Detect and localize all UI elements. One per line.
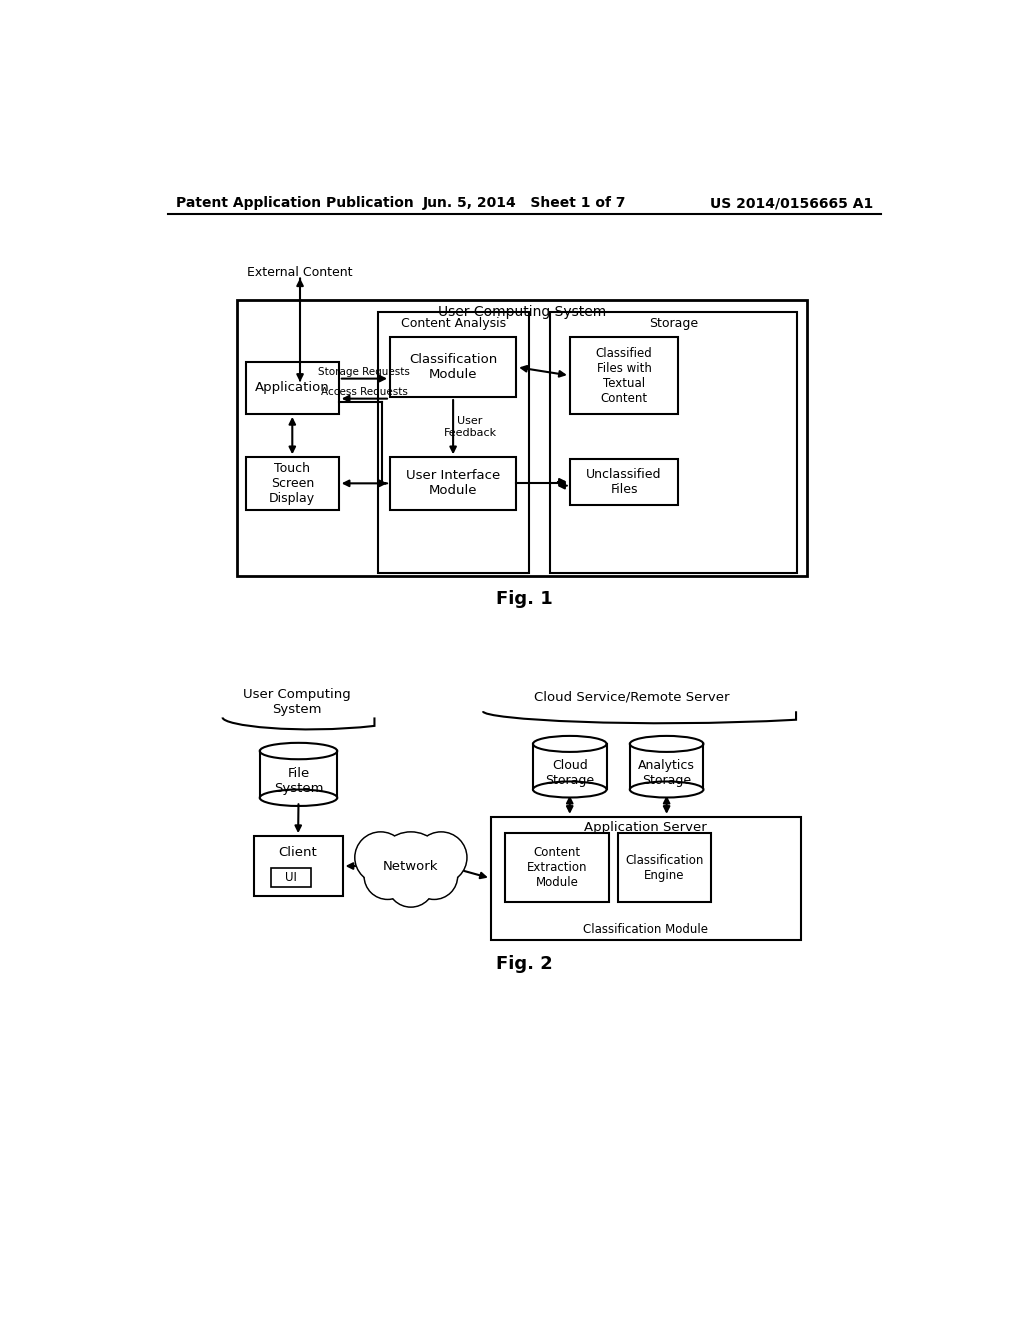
Bar <box>630 744 703 789</box>
Circle shape <box>365 853 411 899</box>
Text: Patent Application Publication: Patent Application Publication <box>176 197 414 210</box>
Bar <box>270 869 311 887</box>
Bar <box>617 833 711 903</box>
Bar <box>569 459 678 506</box>
Bar <box>237 300 807 576</box>
Bar <box>378 313 528 573</box>
Bar <box>390 457 516 510</box>
Circle shape <box>417 833 466 882</box>
Circle shape <box>416 832 467 883</box>
Circle shape <box>412 854 457 898</box>
Text: Cloud Service/Remote Server: Cloud Service/Remote Server <box>534 690 729 704</box>
Text: Client: Client <box>279 846 317 859</box>
Bar <box>490 817 801 940</box>
Text: Storage: Storage <box>649 317 698 330</box>
Bar <box>532 744 606 789</box>
Bar <box>569 337 678 414</box>
Text: User Computing
System: User Computing System <box>243 688 351 715</box>
Ellipse shape <box>260 743 337 759</box>
Text: Touch
Screen
Display: Touch Screen Display <box>269 462 315 504</box>
Text: Jun. 5, 2014   Sheet 1 of 7: Jun. 5, 2014 Sheet 1 of 7 <box>423 197 627 210</box>
Circle shape <box>411 853 458 899</box>
Text: Classification
Module: Classification Module <box>409 352 498 381</box>
Bar <box>254 836 343 896</box>
Text: Fig. 2: Fig. 2 <box>497 954 553 973</box>
Circle shape <box>355 832 407 883</box>
Text: Application: Application <box>255 381 330 395</box>
Circle shape <box>378 833 443 899</box>
Text: Classification
Engine: Classification Engine <box>625 854 703 882</box>
Text: Fig. 1: Fig. 1 <box>497 590 553 607</box>
Text: User
Feedback: User Feedback <box>443 416 497 438</box>
Circle shape <box>356 833 406 882</box>
Circle shape <box>377 832 445 900</box>
Text: User Interface
Module: User Interface Module <box>406 470 501 498</box>
Ellipse shape <box>630 781 703 797</box>
Bar <box>505 833 609 903</box>
Text: Classification Module: Classification Module <box>584 923 709 936</box>
Text: UI: UI <box>285 871 297 884</box>
Text: Analytics
Storage: Analytics Storage <box>638 759 695 787</box>
Text: Classified
Files with
Textual
Content: Classified Files with Textual Content <box>596 347 652 404</box>
Text: Network: Network <box>383 859 438 873</box>
Text: Content
Extraction
Module: Content Extraction Module <box>526 846 587 890</box>
Bar <box>246 362 339 414</box>
Bar <box>390 337 516 397</box>
Bar <box>260 751 337 797</box>
Text: Access Requests: Access Requests <box>321 388 408 397</box>
Ellipse shape <box>532 781 606 797</box>
Text: Storage Requests: Storage Requests <box>318 367 411 378</box>
Text: External Content: External Content <box>248 265 353 279</box>
Text: US 2014/0156665 A1: US 2014/0156665 A1 <box>711 197 873 210</box>
Text: Content Analysis: Content Analysis <box>400 317 506 330</box>
Bar <box>246 457 339 510</box>
Ellipse shape <box>630 737 703 752</box>
Circle shape <box>389 862 433 906</box>
Circle shape <box>366 854 410 898</box>
Ellipse shape <box>532 737 606 752</box>
Text: Application Server: Application Server <box>585 821 708 834</box>
Ellipse shape <box>260 789 337 807</box>
Bar <box>550 313 797 573</box>
Text: User Computing System: User Computing System <box>437 305 606 319</box>
Text: File
System: File System <box>273 767 324 795</box>
Text: Unclassified
Files: Unclassified Files <box>587 467 662 496</box>
Circle shape <box>388 861 434 907</box>
Text: Cloud
Storage: Cloud Storage <box>545 759 594 787</box>
